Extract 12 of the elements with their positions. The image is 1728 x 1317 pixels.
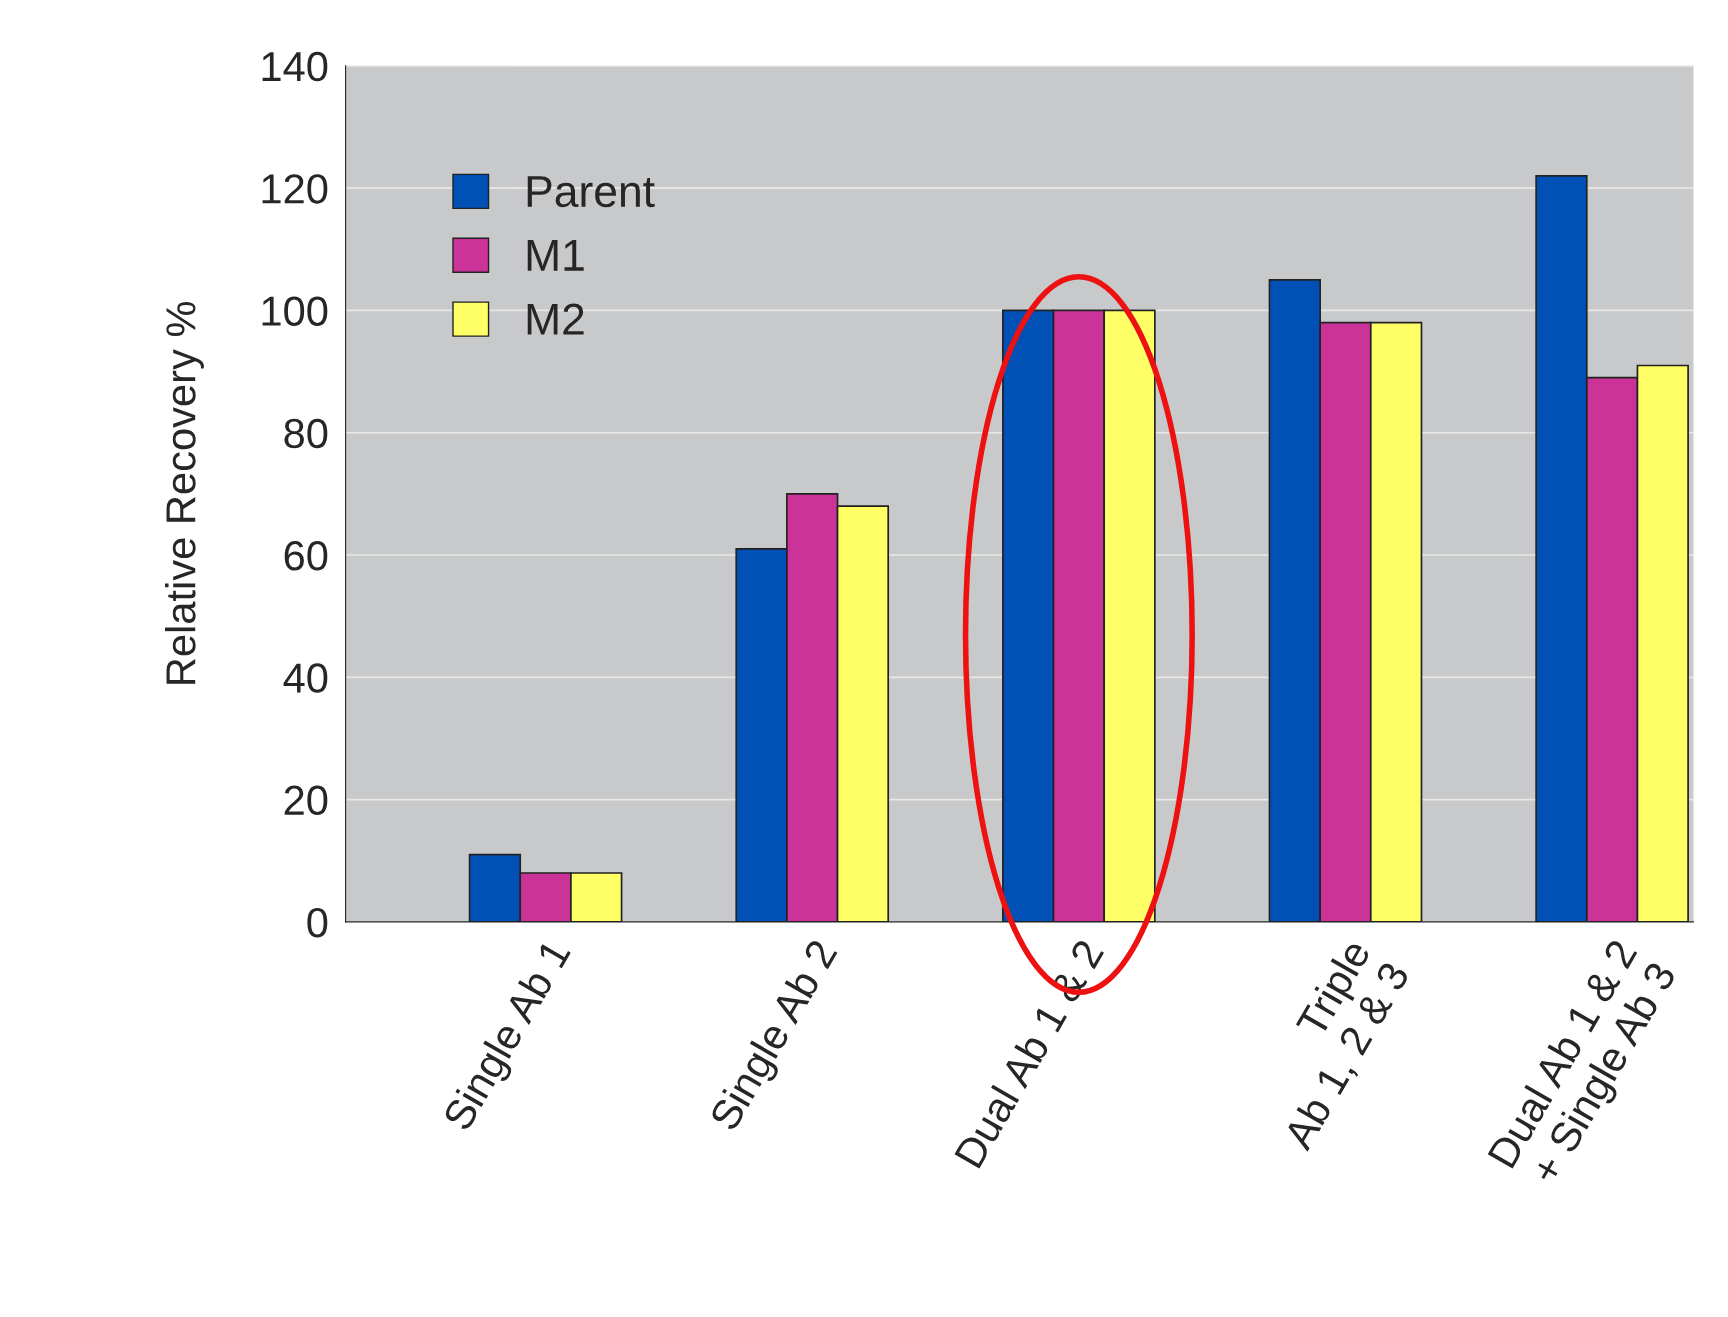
y-tick-label: 140 (262, 51, 328, 82)
y-tick-label: 0 (307, 907, 328, 938)
y-tick-label: 80 (284, 418, 328, 449)
y-tick-label: 60 (284, 541, 328, 571)
y-tick-label: 100 (262, 296, 328, 326)
y-tick-label: 120 (262, 174, 328, 204)
y-tick-label: 40 (283, 663, 328, 693)
legend-label: M1 (527, 240, 584, 271)
legend-label: M2 (527, 303, 584, 335)
y-axis-title: Relative Recovery % (165, 301, 204, 684)
legend-label: Parent (527, 176, 655, 208)
y-tick-label: 20 (284, 785, 328, 816)
